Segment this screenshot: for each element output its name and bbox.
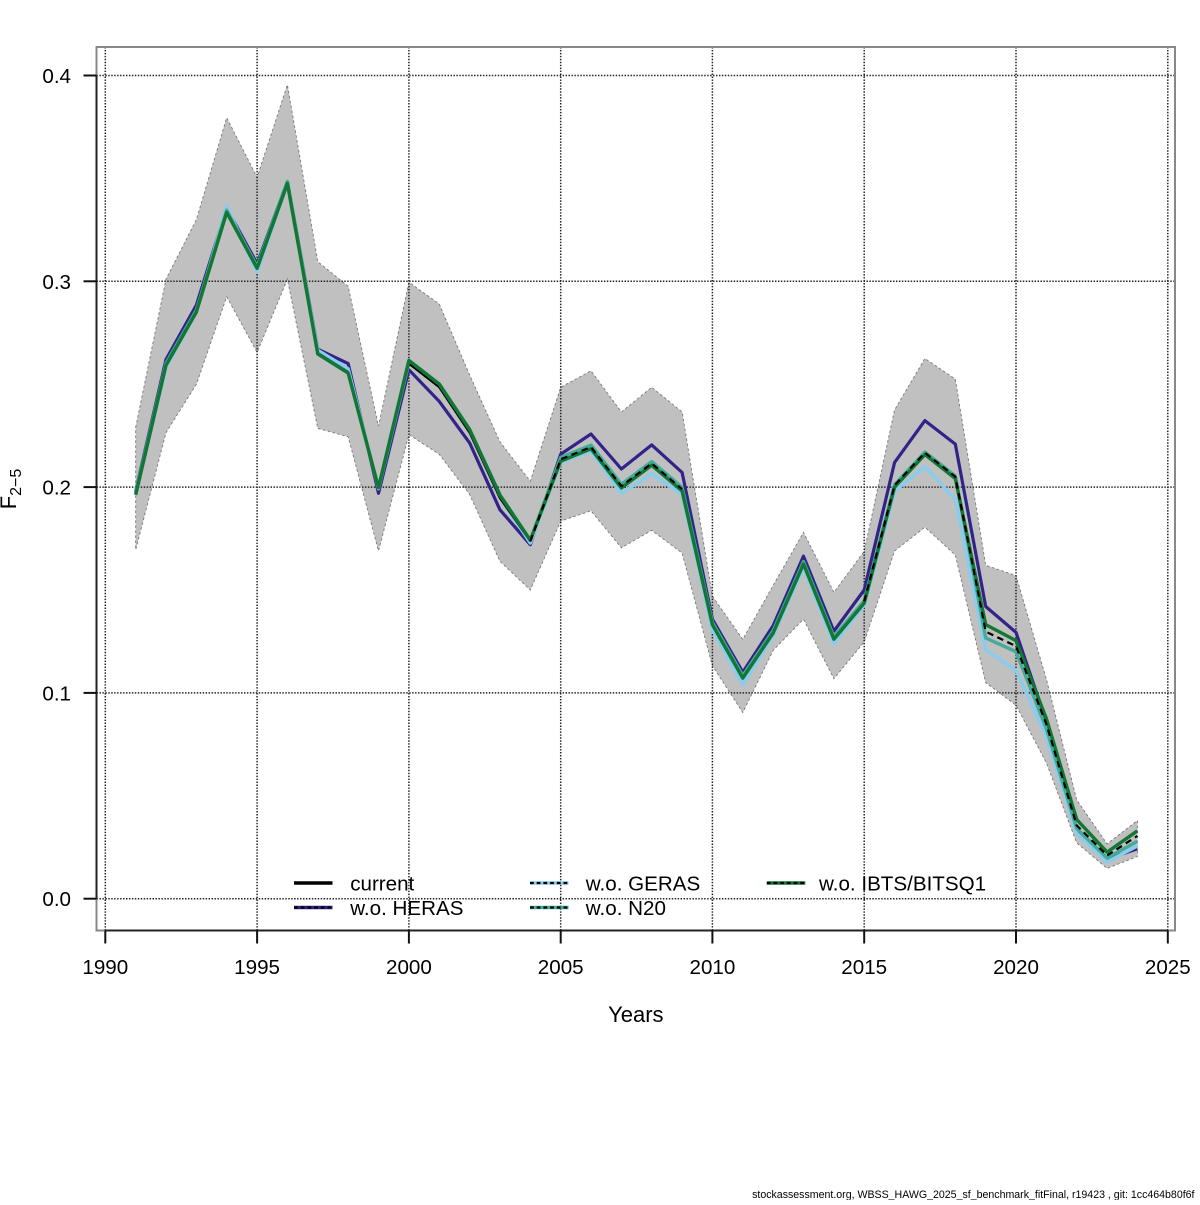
svg-text:current: current (350, 873, 414, 896)
svg-text:w.o. GERAS: w.o. GERAS (585, 873, 700, 896)
svg-text:2015: 2015 (841, 956, 887, 979)
svg-text:2020: 2020 (993, 956, 1039, 979)
svg-text:2005: 2005 (538, 956, 584, 979)
svg-text:0.0: 0.0 (42, 888, 71, 911)
svg-text:w.o. N20: w.o. N20 (585, 897, 666, 920)
svg-text:0.3: 0.3 (42, 271, 71, 294)
svg-text:Years: Years (608, 1002, 663, 1027)
svg-text:1990: 1990 (82, 956, 128, 979)
svg-text:2025: 2025 (1145, 956, 1191, 979)
svg-text:2010: 2010 (689, 956, 735, 979)
svg-text:stockassessment.org, WBSS_HAWG: stockassessment.org, WBSS_HAWG_2025_sf_b… (752, 1189, 1194, 1200)
svg-text:1995: 1995 (234, 956, 280, 979)
svg-text:0.4: 0.4 (42, 65, 71, 88)
svg-text:w.o. HERAS: w.o. HERAS (349, 897, 463, 920)
svg-text:0.1: 0.1 (42, 682, 71, 705)
svg-text:w.o. IBTS/BITSQ1: w.o. IBTS/BITSQ1 (818, 873, 986, 896)
svg-text:0.2: 0.2 (42, 477, 71, 500)
svg-text:2000: 2000 (386, 956, 432, 979)
